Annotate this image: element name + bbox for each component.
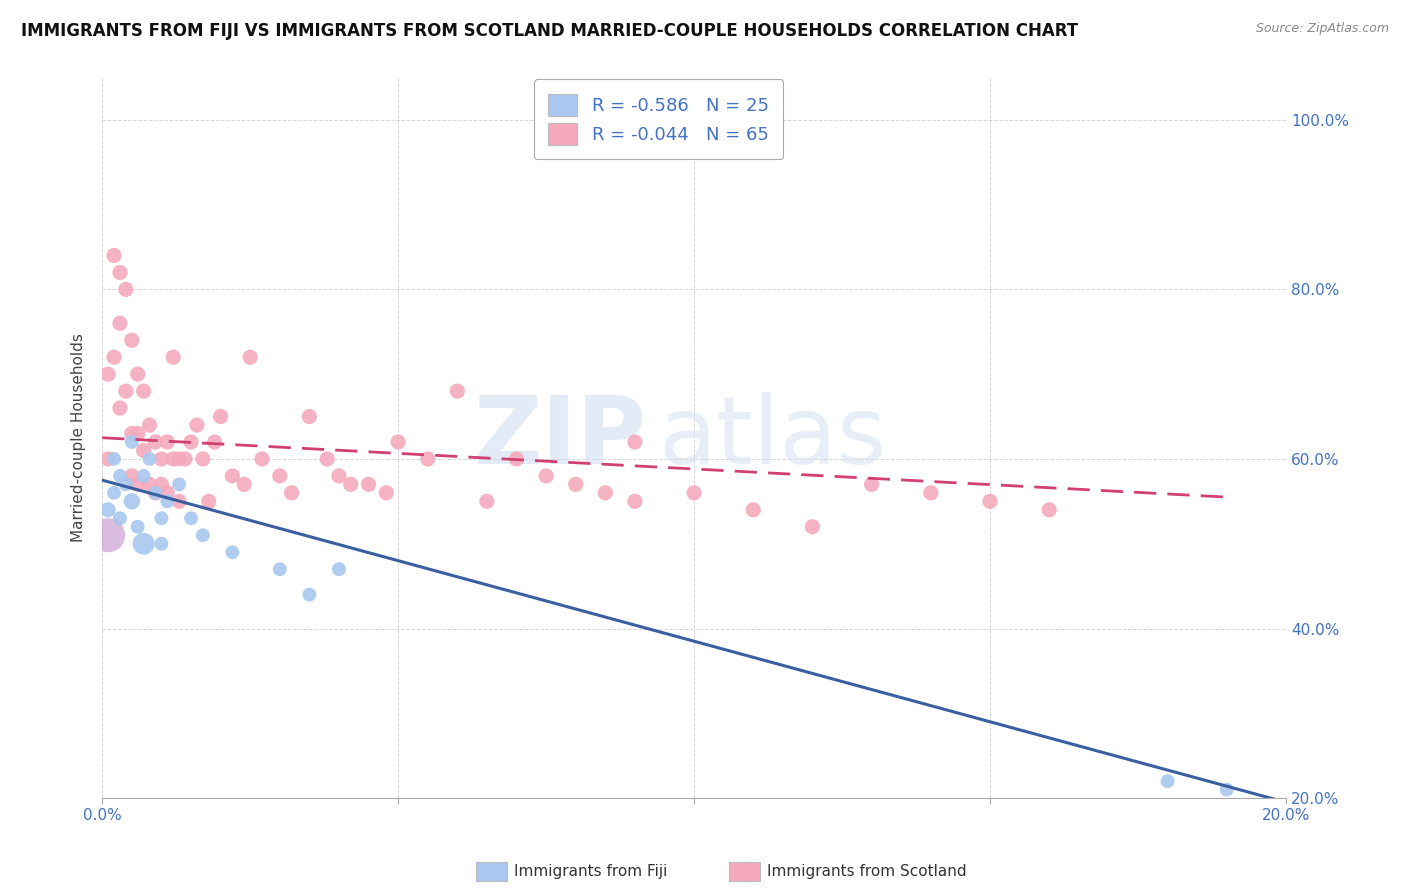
Point (269, 562, 291, 576)
Point (121, 494, 143, 508)
Point (167, 494, 190, 508)
Point (156, 494, 179, 508)
Point (191, 452, 214, 467)
Point (138, 417, 160, 432)
Point (920, 486, 942, 500)
Point (340, 477, 363, 491)
Text: Immigrants from Fiji: Immigrants from Fiji (515, 864, 668, 879)
Point (132, 443, 155, 458)
Point (624, 494, 647, 508)
Point (97, 503, 120, 517)
Point (150, 452, 173, 467)
Point (233, 477, 256, 491)
Point (115, 282, 138, 296)
Point (103, 248, 125, 262)
Point (150, 477, 173, 491)
Point (298, 409, 321, 424)
Point (250, 452, 273, 467)
Point (683, 486, 706, 500)
Point (127, 520, 149, 534)
Point (209, 409, 232, 424)
Point (180, 435, 202, 450)
Point (174, 452, 197, 467)
Point (742, 503, 765, 517)
Point (239, 350, 262, 364)
Point (1216, 782, 1239, 797)
Point (127, 367, 149, 381)
Point (108, 469, 131, 483)
Point (162, 452, 184, 467)
Point (328, 562, 350, 576)
Point (103, 486, 125, 500)
Point (416, 452, 439, 467)
Text: IMMIGRANTS FROM FIJI VS IMMIGRANTS FROM SCOTLAND MARRIED-COUPLE HOUSEHOLDS CORRE: IMMIGRANTS FROM FIJI VS IMMIGRANTS FROM … (21, 22, 1078, 40)
Point (145, 486, 167, 500)
Point (801, 520, 824, 534)
Point (138, 452, 160, 467)
Point (1038, 503, 1060, 517)
Point (221, 469, 243, 483)
Point (221, 545, 243, 559)
Point (979, 494, 1001, 508)
Point (103, 452, 125, 467)
Point (595, 486, 617, 500)
Point (328, 469, 350, 483)
Point (204, 435, 226, 450)
Point (138, 477, 160, 491)
Point (121, 435, 143, 450)
Point (375, 486, 398, 500)
Point (156, 435, 179, 450)
Point (534, 469, 557, 483)
Point (316, 452, 339, 467)
Point (280, 486, 302, 500)
Point (150, 511, 173, 525)
Point (97, 367, 120, 381)
Point (150, 537, 173, 551)
Point (115, 477, 138, 491)
Point (108, 401, 131, 415)
Point (132, 384, 155, 398)
Point (387, 435, 409, 450)
Point (191, 528, 214, 542)
Point (108, 265, 131, 279)
Point (127, 477, 149, 491)
Point (269, 469, 291, 483)
Point (127, 426, 149, 441)
Point (97, 528, 120, 542)
Legend: R = -0.586   N = 25, R = -0.044   N = 65: R = -0.586 N = 25, R = -0.044 N = 65 (534, 79, 783, 160)
Point (167, 477, 190, 491)
Point (121, 469, 143, 483)
Point (564, 477, 586, 491)
Point (145, 486, 167, 500)
Point (197, 494, 219, 508)
Point (162, 350, 184, 364)
Point (97, 452, 120, 467)
Point (1156, 774, 1178, 789)
Point (108, 316, 131, 330)
Point (446, 384, 468, 398)
Text: Immigrants from Scotland: Immigrants from Scotland (768, 864, 967, 879)
Point (298, 588, 321, 602)
Point (860, 477, 883, 491)
Point (132, 537, 155, 551)
Point (167, 452, 190, 467)
Point (624, 435, 647, 450)
Point (103, 350, 125, 364)
Point (108, 511, 131, 525)
Point (186, 417, 208, 432)
Point (156, 486, 179, 500)
Text: Source: ZipAtlas.com: Source: ZipAtlas.com (1256, 22, 1389, 36)
Text: ZIP: ZIP (474, 392, 647, 483)
Point (145, 435, 167, 450)
Point (121, 426, 143, 441)
Point (475, 494, 498, 508)
Point (132, 469, 155, 483)
Y-axis label: Married-couple Households: Married-couple Households (72, 334, 86, 542)
Point (180, 511, 202, 525)
Point (121, 333, 143, 347)
Text: atlas: atlas (658, 392, 887, 483)
Point (357, 477, 380, 491)
Point (115, 384, 138, 398)
Point (505, 452, 527, 467)
